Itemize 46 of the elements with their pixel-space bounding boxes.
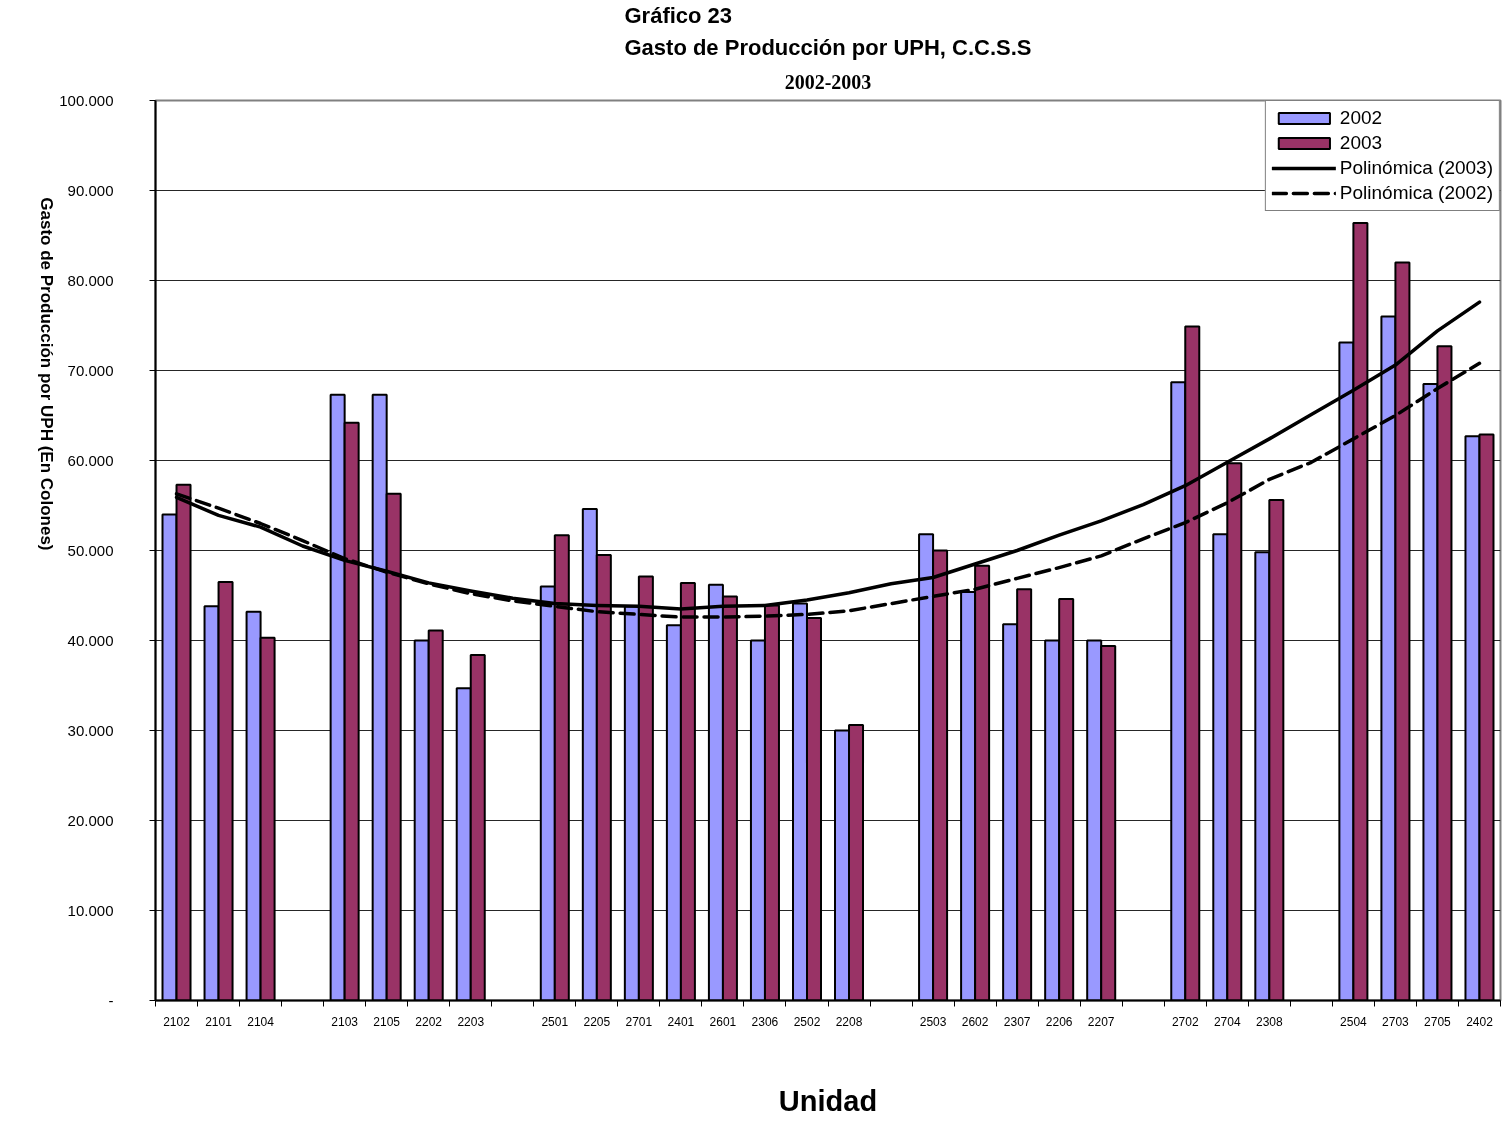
- x-tick-label: 2203: [457, 1014, 485, 1029]
- x-tick-label: 2308: [1255, 1014, 1283, 1029]
- y-tick-label: 40.000: [67, 631, 114, 649]
- x-axis-title: Unidad: [778, 1084, 878, 1117]
- x-tick-label: 2704: [1213, 1014, 1241, 1029]
- x-tick-label: 2208: [835, 1014, 863, 1029]
- x-tick-label: 2103: [331, 1014, 359, 1029]
- y-tick-label: 50.000: [67, 541, 114, 559]
- y-tick-label: 80.000: [67, 271, 114, 289]
- legend-label: Polinómica (2002): [1339, 182, 1493, 204]
- x-tick-label: 2502: [793, 1014, 821, 1029]
- x-tick-label: 2307: [1003, 1014, 1031, 1029]
- chart-title: Gráfico 23 Gasto de Producción por UPH, C.C.S.S: [624, 3, 1032, 60]
- x-tick-label: 2202: [415, 1014, 443, 1029]
- y-tick-label: 100.000: [59, 91, 114, 109]
- x-tick-label: 2205: [583, 1014, 611, 1029]
- x-tick-label: 2701: [625, 1014, 653, 1029]
- x-tick-label: 2401: [667, 1014, 695, 1029]
- chart-subtitle: 2002-2003: [784, 70, 872, 93]
- x-tick-label: 2207: [1087, 1014, 1115, 1029]
- x-tick-label: 2306: [751, 1014, 779, 1029]
- legend-label: Polinómica (2003): [1339, 157, 1493, 179]
- y-tick-label: -: [108, 991, 114, 1009]
- legend-label: 2002: [1339, 107, 1383, 129]
- legend-label: 2003: [1339, 132, 1383, 154]
- y-tick-label: 90.000: [67, 181, 114, 199]
- x-tick-label: 2102: [163, 1014, 191, 1029]
- x-tick-label: 2105: [373, 1014, 401, 1029]
- y-tick-label: 60.000: [67, 451, 114, 469]
- x-tick-label: 2104: [247, 1014, 275, 1029]
- y-tick-label: 70.000: [67, 361, 114, 379]
- x-tick-label: 2503: [919, 1014, 947, 1029]
- x-tick-label: 2504: [1340, 1014, 1368, 1029]
- y-tick-label: 20.000: [67, 811, 114, 829]
- x-tick-label: 2705: [1424, 1014, 1452, 1029]
- y-tick-label: 10.000: [67, 901, 114, 919]
- x-tick-label: 2206: [1045, 1014, 1073, 1029]
- x-tick-label: 2602: [961, 1014, 989, 1029]
- y-tick-label: 30.000: [67, 721, 114, 739]
- x-tick-label: 2702: [1171, 1014, 1199, 1029]
- x-tick-label: 2703: [1382, 1014, 1410, 1029]
- x-tick-label: 2501: [541, 1014, 569, 1029]
- x-tick-label: 2601: [709, 1014, 737, 1029]
- y-axis-title: Gasto de Producción por UPH (En Colones): [36, 197, 56, 551]
- x-tick-label: 2101: [205, 1014, 233, 1029]
- x-tick-label: 2402: [1466, 1014, 1494, 1029]
